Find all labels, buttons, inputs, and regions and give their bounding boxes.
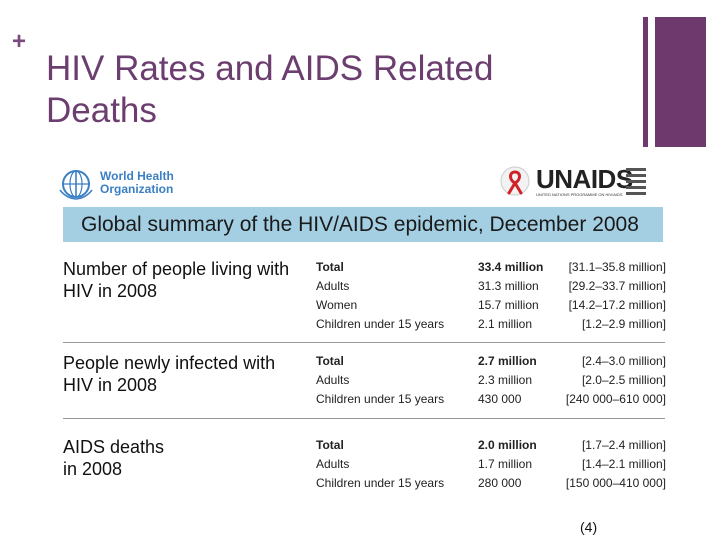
table-row: Children under 15 years 430 000 [240 000… — [316, 390, 666, 409]
section-heading: Number of people living with HIV in 2008 — [63, 259, 290, 301]
table-row: Total 33.4 million [31.1–35.8 million] — [316, 258, 666, 277]
row-range: [1.4–2.1 million] — [581, 457, 666, 471]
row-label: Total — [316, 354, 344, 368]
row-label: Adults — [316, 457, 350, 471]
row-label: Total — [316, 438, 344, 452]
row-range: [2.4–3.0 million] — [581, 354, 666, 368]
section-heading: People newly infected with HIV in 2008 — [63, 353, 276, 395]
section-aids-deaths: AIDS deaths in 2008 Total 2.0 million [1… — [63, 436, 666, 496]
table-row: Adults 31.3 million [29.2–33.7 million] — [316, 277, 666, 296]
who-name: World Health Organization — [100, 169, 174, 196]
table-row: Children under 15 years 2.1 million [1.2… — [316, 315, 666, 334]
row-range: [1.2–2.9 million] — [581, 317, 666, 331]
accent-bar-wide — [655, 17, 706, 147]
page-title: HIV Rates and AIDS Related Deaths — [46, 49, 494, 130]
section-newly-infected: People newly infected with HIV in 2008 T… — [63, 352, 666, 412]
section-divider — [63, 342, 665, 343]
section-living-with-hiv: Number of people living with HIV in 2008… — [63, 258, 666, 338]
reference-number: (4) — [580, 519, 598, 535]
unaids-subtitle: UNITED NATIONS PROGRAMME ON HIV/AIDS — [536, 192, 623, 197]
row-value: 2.7 million — [478, 354, 537, 368]
table-row: Adults 2.3 million [2.0–2.5 million] — [316, 371, 666, 390]
row-value: 430 000 — [478, 392, 522, 406]
row-range: [240 000–610 000] — [565, 392, 666, 406]
row-range: [150 000–410 000] — [565, 476, 666, 490]
section-heading: AIDS deaths in 2008 — [63, 437, 165, 479]
section-divider — [63, 418, 665, 419]
table-row: Women 15.7 million [14.2–17.2 million] — [316, 296, 666, 315]
row-range: [29.2–33.7 million] — [568, 279, 666, 293]
row-range: [31.1–35.8 million] — [568, 260, 666, 274]
figure-banner: Global summary of the HIV/AIDS epidemic,… — [63, 207, 663, 242]
row-range: [14.2–17.2 million] — [568, 298, 666, 312]
row-label: Children under 15 years — [316, 317, 445, 331]
row-label: Total — [316, 260, 344, 274]
table-row: Children under 15 years 280 000 [150 000… — [316, 474, 666, 493]
row-label: Children under 15 years — [316, 392, 445, 406]
row-label: Adults — [316, 279, 350, 293]
row-range: [2.0–2.5 million] — [581, 373, 666, 387]
unaids-name: UNAIDS — [536, 164, 633, 194]
row-value: 280 000 — [478, 476, 522, 490]
accent-bar-thin — [643, 17, 648, 147]
table-row: Total 2.7 million [2.4–3.0 million] — [316, 352, 666, 371]
plus-bullet-icon: + — [12, 28, 27, 55]
table-row: Total 2.0 million [1.7–2.4 million] — [316, 436, 666, 455]
row-value: 33.4 million — [478, 260, 544, 274]
row-value: 15.7 million — [478, 298, 539, 312]
row-label: Women — [316, 298, 358, 312]
table-row: Adults 1.7 million [1.4–2.1 million] — [316, 455, 666, 474]
row-label: Children under 15 years — [316, 476, 445, 490]
row-value: 1.7 million — [478, 457, 533, 471]
row-value: 2.1 million — [478, 317, 533, 331]
row-range: [1.7–2.4 million] — [581, 438, 666, 452]
row-value: 31.3 million — [478, 279, 539, 293]
red-ribbon-icon — [500, 166, 530, 196]
row-label: Adults — [316, 373, 350, 387]
row-value: 2.3 million — [478, 373, 533, 387]
row-value: 2.0 million — [478, 438, 537, 452]
who-logo-icon — [59, 170, 93, 200]
unaids-cosponsors-list — [626, 168, 672, 198]
